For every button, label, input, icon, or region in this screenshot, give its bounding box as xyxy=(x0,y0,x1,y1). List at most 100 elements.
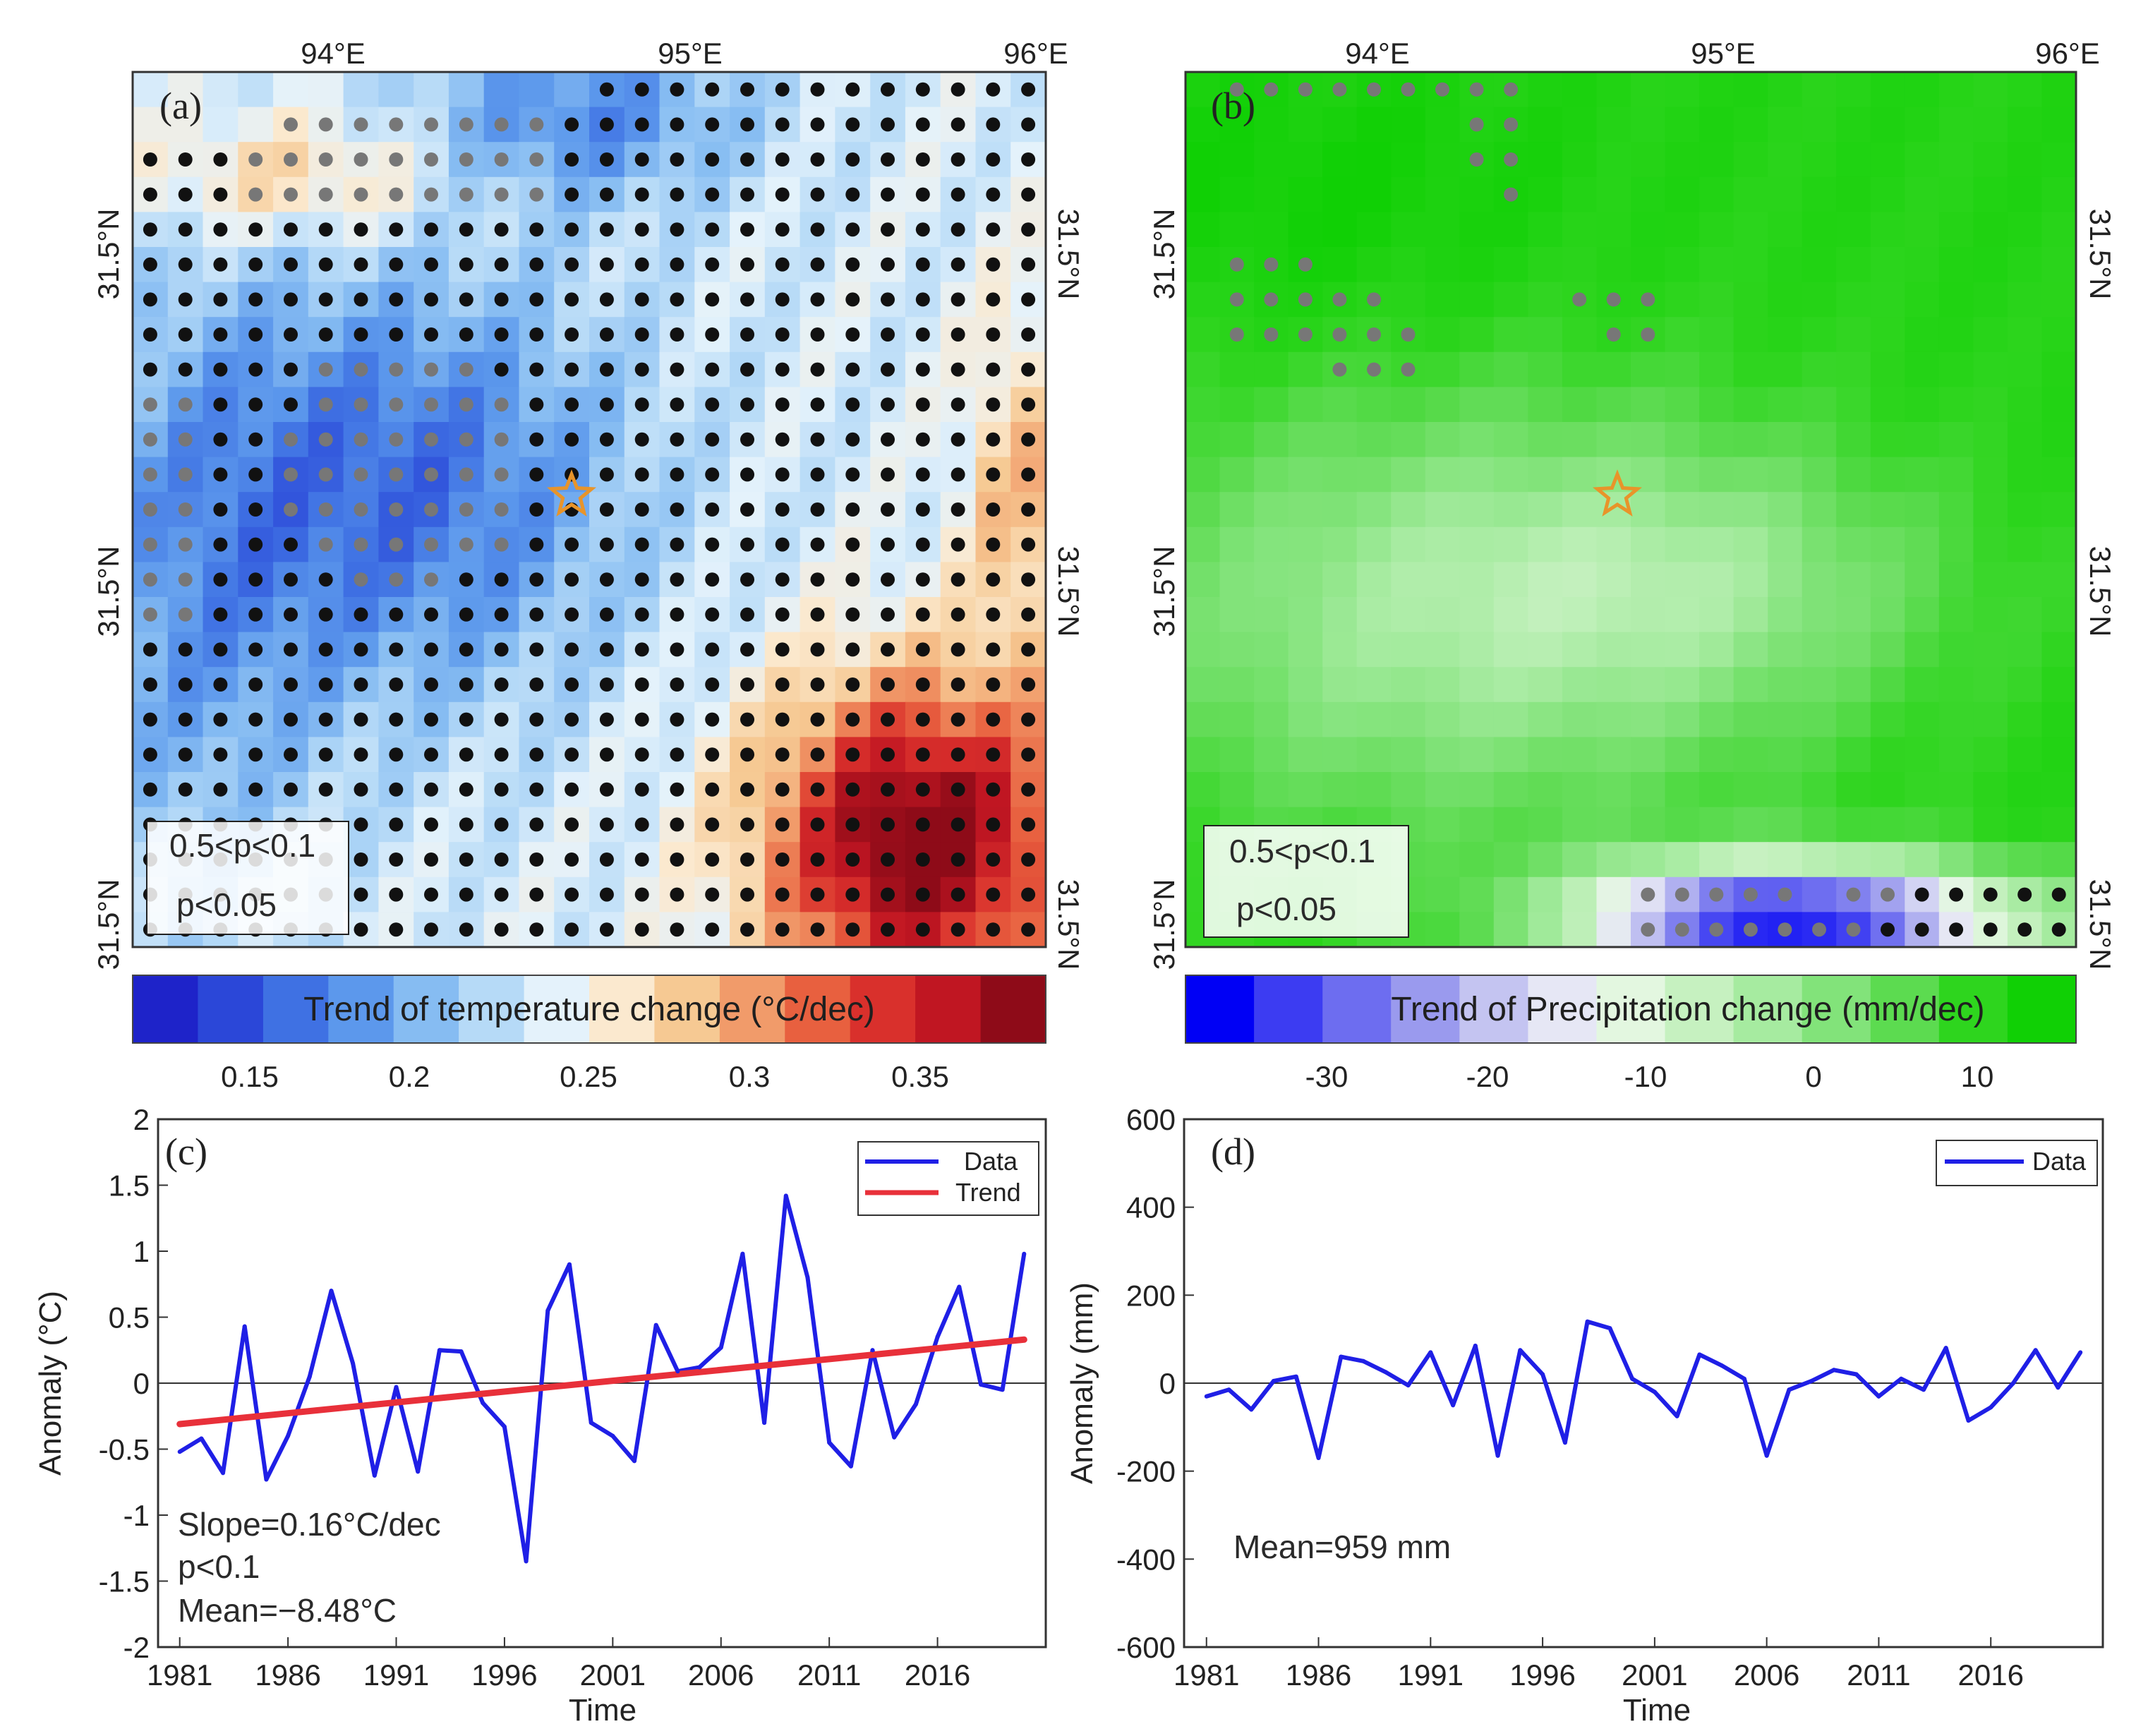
precipitation-cell xyxy=(1425,176,1461,213)
precipitation-cell xyxy=(1528,876,1563,913)
significance-dot xyxy=(810,327,825,342)
significance-dot xyxy=(389,362,404,377)
significance-dot xyxy=(178,397,193,412)
significance-dot xyxy=(881,257,895,272)
significance-dot xyxy=(424,117,438,132)
significance-dot xyxy=(178,362,193,377)
precipitation-cell xyxy=(1733,597,1768,633)
significance-dot xyxy=(705,782,720,797)
precipitation-cell xyxy=(1219,667,1255,703)
significance-dot xyxy=(845,887,860,902)
precipitation-cell xyxy=(1219,492,1255,528)
significance-dot xyxy=(213,257,228,272)
data-point xyxy=(1540,1372,1545,1377)
precipitation-cell xyxy=(1836,772,1871,808)
precipitation-cell xyxy=(1356,632,1392,668)
significance-dot xyxy=(494,432,509,447)
significance-dot xyxy=(1949,887,1964,902)
significance-dot xyxy=(670,292,684,307)
significance-dot xyxy=(213,397,228,412)
x-tick-label: 1996 xyxy=(471,1658,537,1692)
precipitation-cell xyxy=(2007,142,2043,178)
significance-dot xyxy=(389,502,404,517)
significance-dot xyxy=(881,502,895,517)
significance-dot xyxy=(494,222,509,237)
significance-dot xyxy=(459,397,473,412)
station-star-icon xyxy=(546,469,597,517)
precipitation-cell xyxy=(1356,492,1392,528)
significance-dot xyxy=(845,152,860,167)
precipitation-cell xyxy=(1425,632,1461,668)
significance-dot xyxy=(1021,327,1036,342)
significance-dot xyxy=(670,257,684,272)
significance-dot xyxy=(775,922,790,937)
significance-dot xyxy=(318,467,333,482)
colorbar-tick-b-4: 0 xyxy=(1805,1060,1821,1093)
data-point xyxy=(1249,1407,1254,1412)
x-tick-label: 2016 xyxy=(1958,1658,2024,1692)
lon-tick-a-3: 96°E xyxy=(1003,37,1068,70)
precipitation-cell xyxy=(1802,772,1837,808)
significance-dot xyxy=(354,152,368,167)
significance-dot xyxy=(810,537,825,552)
colorbar-swatch xyxy=(785,975,851,1043)
precipitation-cell xyxy=(2007,526,2043,563)
precipitation-cell xyxy=(1768,282,1803,318)
precipitation-cell xyxy=(2041,597,2077,633)
data-point xyxy=(329,1289,334,1294)
significance-dot xyxy=(986,397,1001,412)
significance-dot xyxy=(494,502,509,517)
significance-dot xyxy=(389,432,404,447)
precipitation-cell xyxy=(1938,597,1974,633)
significance-dot xyxy=(143,782,157,797)
temperature-cell xyxy=(308,72,344,108)
significance-dot xyxy=(213,292,228,307)
significance-dot xyxy=(810,712,825,727)
precipitation-cell xyxy=(1665,597,1700,633)
significance-dot xyxy=(1709,887,1724,902)
significance-dot xyxy=(599,852,614,867)
precipitation-cell xyxy=(1699,72,1734,108)
precipitation-cell xyxy=(1391,282,1426,318)
significance-dot xyxy=(318,712,333,727)
significance-dot xyxy=(143,607,157,622)
significance-dot xyxy=(354,362,368,377)
precipitation-cell xyxy=(1185,107,1221,143)
significance-dot xyxy=(389,187,404,202)
data-point xyxy=(1339,1354,1344,1359)
significance-dot xyxy=(705,152,720,167)
significance-dot xyxy=(599,292,614,307)
precipitation-cell xyxy=(1219,351,1255,388)
precipitation-cell xyxy=(1459,176,1495,213)
significance-dot xyxy=(775,537,790,552)
significance-dot xyxy=(986,712,1001,727)
precipitation-cell xyxy=(1802,387,1837,423)
precipitation-cell xyxy=(1254,422,1289,458)
lon-tick-b-3: 96°E xyxy=(2035,37,2100,70)
precipitation-cell xyxy=(1459,701,1495,738)
significance-dot xyxy=(1264,257,1279,272)
significance-dot xyxy=(565,572,579,587)
precipitation-cell xyxy=(2041,422,2077,458)
precipitation-cell xyxy=(1459,876,1495,913)
precipitation-cell xyxy=(1768,387,1803,423)
significance-dot xyxy=(740,327,754,342)
data-point xyxy=(1899,1376,1904,1381)
significance-dot xyxy=(881,467,895,482)
significance-dot xyxy=(705,257,720,272)
precipitation-cell xyxy=(2007,422,2043,458)
significance-dot xyxy=(213,642,228,657)
legend-frame-b xyxy=(1203,825,1409,938)
significance-dot xyxy=(634,327,649,342)
significance-dot xyxy=(424,642,438,657)
precipitation-cell xyxy=(2007,247,2043,283)
precipitation-cell xyxy=(1802,107,1837,143)
precipitation-cell xyxy=(1768,72,1803,108)
significance-dot xyxy=(565,257,579,272)
precipitation-cell xyxy=(1562,632,1598,668)
significance-dot xyxy=(318,782,333,797)
significance-dot xyxy=(178,152,193,167)
significance-dot xyxy=(915,362,930,377)
x-tick-label: 2011 xyxy=(1847,1658,1910,1692)
lon-tick-b-1: 94°E xyxy=(1345,37,1410,70)
